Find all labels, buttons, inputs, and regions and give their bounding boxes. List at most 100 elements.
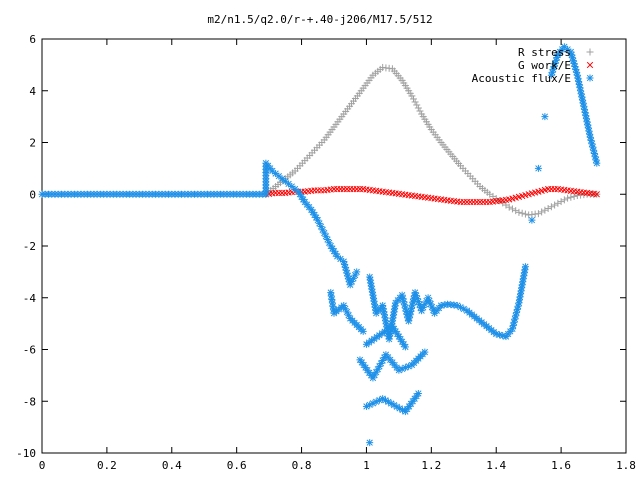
data-point (318, 139, 326, 146)
data-point (519, 275, 527, 283)
data-point (357, 325, 365, 333)
data-point (512, 207, 520, 215)
data-point (419, 350, 427, 358)
data-point (315, 219, 323, 227)
y-tick-label: 0 (29, 188, 36, 201)
data-point (356, 185, 364, 193)
data-point (396, 74, 404, 82)
data-point (580, 189, 587, 196)
data-point (464, 170, 472, 178)
data-point (347, 185, 354, 193)
data-point (483, 198, 490, 206)
data-point (376, 65, 384, 73)
x-tick-label: 1.6 (551, 459, 571, 472)
data-point (405, 362, 413, 370)
data-point (327, 186, 334, 193)
legend-marker (586, 74, 594, 82)
data-point (269, 190, 276, 197)
data-point (564, 45, 572, 53)
x-tick-label: 1 (363, 459, 370, 472)
data-point (424, 194, 432, 201)
data-point (317, 187, 325, 194)
data-point (348, 100, 356, 108)
data-point (590, 190, 597, 197)
data-point (51, 190, 59, 198)
data-point (534, 164, 542, 172)
data-point (213, 190, 221, 198)
data-point (502, 196, 510, 204)
data-point (586, 130, 594, 138)
x-tick-label: 0.4 (162, 459, 182, 472)
data-point (400, 340, 408, 348)
data-point (393, 364, 401, 372)
data-point (367, 279, 375, 287)
data-point (305, 203, 313, 211)
data-point (181, 190, 189, 198)
data-point (299, 195, 307, 203)
data-point (371, 300, 379, 308)
data-point (416, 107, 424, 115)
data-point (547, 203, 555, 211)
data-point (435, 136, 443, 144)
data-point (285, 180, 293, 188)
data-point (521, 210, 529, 218)
data-point (590, 146, 598, 154)
data-point (531, 210, 539, 218)
legend-marker (586, 61, 594, 69)
data-point (554, 199, 562, 207)
legend-label: R stress (518, 46, 571, 59)
data-point (337, 303, 345, 311)
data-point (375, 396, 383, 404)
y-tick-label: 6 (29, 33, 36, 46)
y-tick-label: 2 (29, 137, 36, 150)
y-axis-ticks: 6 4 2 0 -2 -4 -6 -8 -10 (16, 33, 626, 460)
data-point (367, 74, 375, 82)
y-tick-label: -8 (23, 395, 36, 408)
data-point (541, 206, 549, 214)
data-point (278, 189, 286, 197)
data-point (411, 98, 419, 106)
x-tick-label: 0.8 (292, 459, 312, 472)
data-point (229, 190, 237, 198)
y-tick-label: -4 (23, 292, 37, 305)
data-point (325, 239, 333, 247)
data-point (278, 175, 286, 183)
data-point (100, 190, 108, 198)
data-point (480, 320, 488, 328)
data-point (435, 304, 443, 312)
data-point (551, 185, 558, 193)
data-point (570, 188, 578, 195)
y-tick-label: -2 (23, 240, 36, 253)
data-point (592, 156, 600, 164)
data-point (541, 113, 549, 121)
data-point (493, 197, 500, 205)
data-point (512, 194, 519, 201)
data-point (455, 159, 463, 167)
data-point (385, 64, 393, 72)
data-point (308, 187, 315, 194)
data-point (506, 327, 514, 335)
data-point (377, 359, 385, 367)
data-point (413, 101, 421, 109)
data-point (419, 303, 427, 311)
y-tick-label: -10 (16, 447, 36, 460)
chart-title: m2/n1.5/q2.0/r-+.40-j206/M17.5/512 (207, 13, 432, 26)
data-point (457, 303, 465, 311)
data-point (298, 159, 306, 167)
data-series (38, 43, 601, 447)
data-point (544, 204, 552, 212)
data-point (116, 190, 124, 198)
data-point (518, 209, 526, 217)
data-point (463, 198, 471, 206)
data-point (409, 95, 417, 103)
legend-marker (586, 48, 594, 56)
data-point (564, 194, 572, 202)
data-point (470, 313, 478, 321)
data-point (336, 255, 344, 263)
data-point (454, 198, 461, 205)
x-axis-ticks: 0 0.2 0.4 0.6 0.8 1 1.2 1.4 1.6 1.8 (39, 39, 636, 472)
data-point (386, 189, 393, 196)
data-point (413, 392, 421, 400)
data-point (589, 143, 597, 151)
